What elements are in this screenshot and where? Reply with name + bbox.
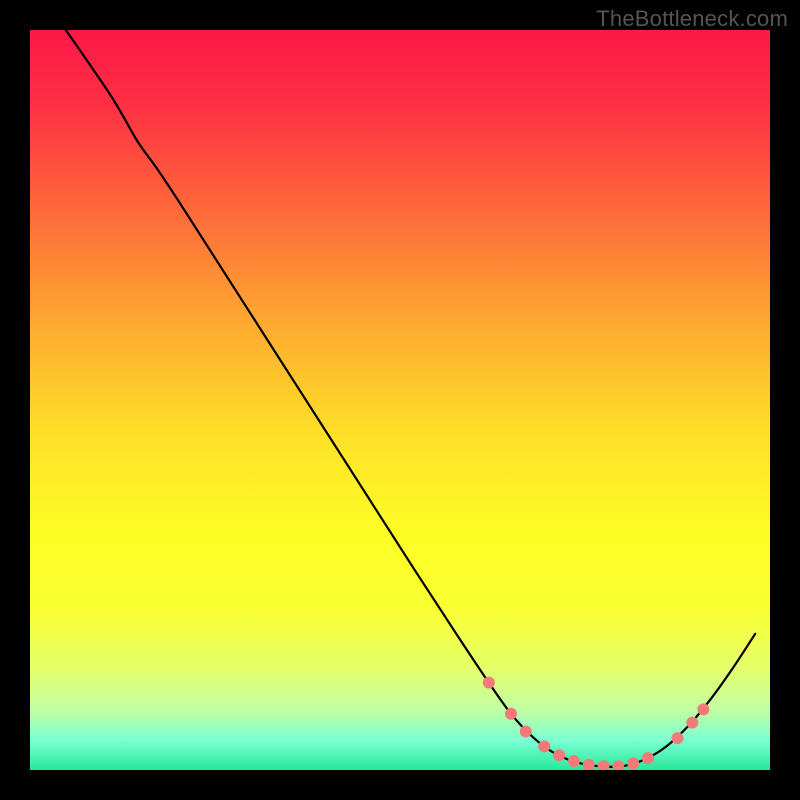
marker-point xyxy=(598,761,609,772)
marker-point xyxy=(568,756,579,767)
bottleneck-chart xyxy=(0,0,800,800)
watermark-label: TheBottleneck.com xyxy=(596,6,788,32)
marker-point xyxy=(554,750,565,761)
marker-point xyxy=(539,741,550,752)
marker-point xyxy=(483,677,494,688)
marker-point xyxy=(672,733,683,744)
marker-point xyxy=(520,726,531,737)
chart-container: TheBottleneck.com xyxy=(0,0,800,800)
marker-point xyxy=(687,717,698,728)
marker-point xyxy=(506,708,517,719)
marker-point xyxy=(642,753,653,764)
plot-background xyxy=(30,30,770,770)
marker-point xyxy=(583,759,594,770)
marker-point xyxy=(613,761,624,772)
marker-point xyxy=(628,758,639,769)
marker-point xyxy=(698,704,709,715)
